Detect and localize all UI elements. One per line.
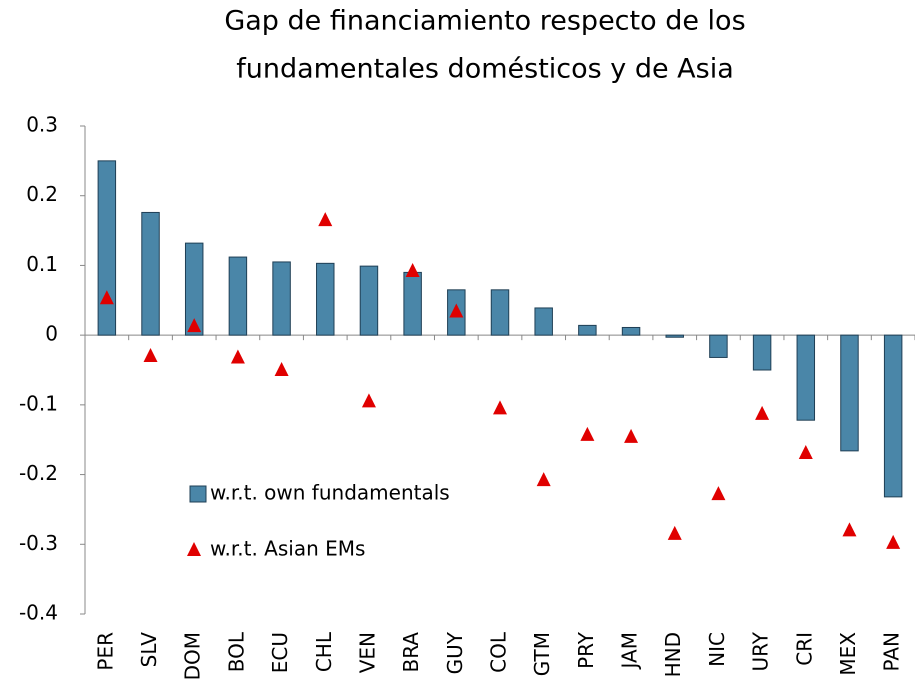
bar	[184, 242, 204, 336]
marker	[493, 400, 507, 415]
bar	[796, 334, 816, 421]
marker	[405, 263, 420, 278]
chart-title: Gap de financiamiento respecto de los	[224, 6, 745, 37]
marker	[187, 318, 202, 333]
x-tick-label: BRA	[399, 632, 423, 673]
bar	[665, 334, 684, 338]
y-tick-label: -0.2	[19, 461, 58, 485]
y-tick-label: -0.1	[19, 391, 58, 415]
marker	[274, 362, 289, 376]
x-tick-label: MEX	[836, 632, 860, 676]
bar	[840, 334, 859, 452]
x-tick-label: GUY	[443, 631, 467, 674]
marker	[667, 525, 682, 540]
x-tick-label: JAM	[618, 632, 642, 670]
x-tick-label: URY	[749, 631, 773, 671]
bar	[141, 211, 160, 336]
x-tick-label: GTM	[530, 632, 554, 676]
legend-swatch	[189, 485, 207, 503]
x-tick-label: PRY	[574, 631, 598, 669]
bar	[228, 256, 248, 336]
y-tick-label: 0	[45, 322, 58, 346]
marker	[798, 444, 813, 459]
bar	[316, 262, 335, 336]
x-tick-label: PER	[93, 632, 117, 671]
x-tick-label: CHL	[312, 631, 336, 672]
marker	[143, 348, 158, 363]
bar	[272, 261, 291, 336]
bar	[97, 160, 117, 336]
legend-swatch	[187, 542, 201, 556]
x-tick-label: ECU	[268, 632, 292, 673]
marker	[624, 428, 639, 443]
bar	[578, 324, 597, 336]
chart-title: fundamentales domésticos y de Asia	[236, 54, 734, 85]
x-tick-label: HND	[661, 632, 685, 677]
legend-label: w.r.t. own fundamentals	[210, 481, 450, 505]
bar	[621, 326, 641, 336]
bar	[709, 334, 728, 358]
marker	[99, 290, 114, 305]
x-tick-label: DOM	[181, 632, 205, 680]
x-tick-label: SLV	[137, 632, 161, 668]
bar	[534, 307, 553, 336]
y-tick-label: 0.3	[26, 113, 58, 137]
marker	[536, 472, 551, 487]
legend-label: w.r.t. Asian EMs	[210, 537, 365, 561]
marker	[361, 393, 376, 408]
x-tick-label: PAN	[880, 632, 904, 671]
x-tick-label: CRI	[792, 632, 816, 666]
marker	[580, 426, 595, 441]
marker	[318, 212, 333, 227]
y-tick-label: -0.4	[19, 601, 58, 625]
marker	[886, 534, 901, 549]
y-tick-label: 0.2	[26, 182, 58, 206]
marker	[755, 405, 770, 420]
y-tick-label: -0.3	[19, 531, 58, 555]
y-tick-label: 0.1	[26, 252, 58, 276]
x-tick-label: NIC	[705, 632, 729, 667]
marker	[230, 349, 245, 364]
bar	[490, 289, 510, 336]
marker	[711, 486, 726, 501]
x-tick-label: COL	[487, 631, 511, 673]
marker	[449, 303, 464, 318]
x-tick-label: BOL	[224, 631, 248, 672]
bar	[752, 334, 772, 371]
x-tick-label: VEN	[355, 632, 379, 673]
bar	[883, 334, 903, 498]
bar	[403, 271, 422, 336]
bar	[359, 265, 379, 336]
marker	[842, 522, 857, 537]
